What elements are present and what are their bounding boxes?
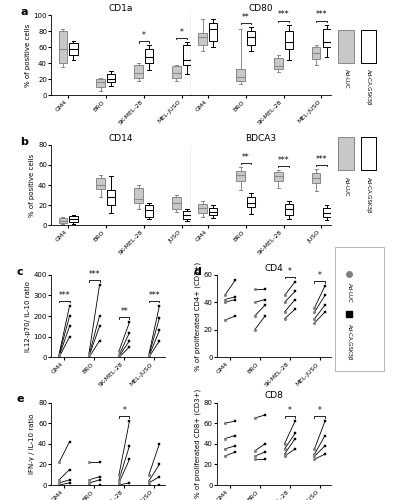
Bar	[145, 48, 153, 63]
Bar	[134, 188, 143, 203]
Bar	[59, 31, 67, 63]
Text: a: a	[20, 7, 28, 17]
Text: *: *	[122, 406, 126, 415]
Bar	[183, 211, 191, 219]
Bar	[209, 23, 217, 40]
Bar	[361, 137, 376, 170]
Bar	[361, 30, 376, 62]
Bar	[183, 46, 191, 64]
Text: *: *	[142, 32, 146, 40]
Text: Ad-LUC: Ad-LUC	[344, 177, 349, 197]
Y-axis label: % of proliferated CD8+ (CD3+): % of proliferated CD8+ (CD3+)	[194, 389, 201, 498]
Title: CD80: CD80	[249, 4, 273, 13]
Bar	[199, 204, 207, 213]
Text: b: b	[20, 137, 28, 147]
Bar	[107, 74, 115, 82]
Text: ***: ***	[59, 290, 70, 300]
Bar	[247, 31, 255, 46]
Text: Ad-LUC: Ad-LUC	[347, 283, 352, 303]
Y-axis label: IL12-p70/ IL-10 ratio: IL12-p70/ IL-10 ratio	[25, 280, 31, 351]
Text: ***: ***	[278, 156, 290, 165]
Bar	[312, 173, 320, 183]
Bar	[285, 31, 293, 48]
Text: **: **	[242, 153, 250, 162]
Bar	[338, 137, 354, 170]
Text: *: *	[318, 270, 322, 280]
Bar	[323, 208, 331, 217]
Bar	[247, 197, 255, 207]
Text: Ad-CA.GSK3β: Ad-CA.GSK3β	[366, 70, 371, 106]
Text: Ad-CA.GSK3β: Ad-CA.GSK3β	[347, 324, 352, 360]
Text: *: *	[288, 406, 292, 415]
Text: *: *	[180, 28, 184, 37]
Bar	[236, 171, 245, 181]
FancyBboxPatch shape	[335, 246, 384, 371]
Bar	[59, 218, 67, 223]
Y-axis label: % of positive cells: % of positive cells	[25, 24, 31, 86]
Bar	[323, 30, 331, 47]
Text: c: c	[17, 266, 24, 276]
Bar	[145, 205, 153, 217]
Bar	[274, 172, 282, 181]
Title: BDCA3: BDCA3	[245, 134, 277, 143]
Bar	[209, 208, 217, 215]
Bar	[199, 32, 207, 46]
Bar	[312, 47, 320, 59]
Title: CD1a: CD1a	[109, 4, 133, 13]
Title: CD4: CD4	[264, 264, 283, 272]
Bar	[107, 190, 115, 205]
Y-axis label: % of proliferated CD4+ (CD3+): % of proliferated CD4+ (CD3+)	[194, 262, 201, 370]
Text: ***: ***	[316, 155, 327, 164]
Text: Ad-CA.GSK3β: Ad-CA.GSK3β	[366, 177, 371, 214]
Text: ***: ***	[89, 270, 100, 279]
Title: CD14: CD14	[109, 134, 134, 143]
Text: **: **	[120, 307, 128, 316]
Text: ***: ***	[149, 290, 160, 300]
Y-axis label: IFN-γ / IL-10 ratio: IFN-γ / IL-10 ratio	[29, 414, 35, 474]
Text: ***: ***	[278, 10, 290, 20]
Bar	[69, 43, 78, 55]
Bar	[134, 64, 143, 78]
Bar	[274, 58, 282, 68]
Text: *: *	[288, 266, 292, 276]
Text: d: d	[194, 266, 202, 276]
Text: *: *	[318, 406, 322, 415]
Bar	[338, 30, 354, 62]
Bar	[97, 79, 105, 87]
Bar	[69, 216, 78, 222]
Bar	[172, 66, 180, 78]
Text: **: **	[242, 13, 250, 22]
Title: CD8: CD8	[264, 392, 283, 400]
Bar	[236, 68, 245, 81]
Text: Ad-LUC: Ad-LUC	[344, 70, 349, 89]
Bar	[97, 178, 105, 189]
Bar	[285, 204, 293, 215]
Text: e: e	[17, 394, 24, 404]
Bar	[172, 197, 180, 209]
Text: ***: ***	[316, 10, 327, 20]
Y-axis label: % of positive cells: % of positive cells	[29, 154, 35, 216]
